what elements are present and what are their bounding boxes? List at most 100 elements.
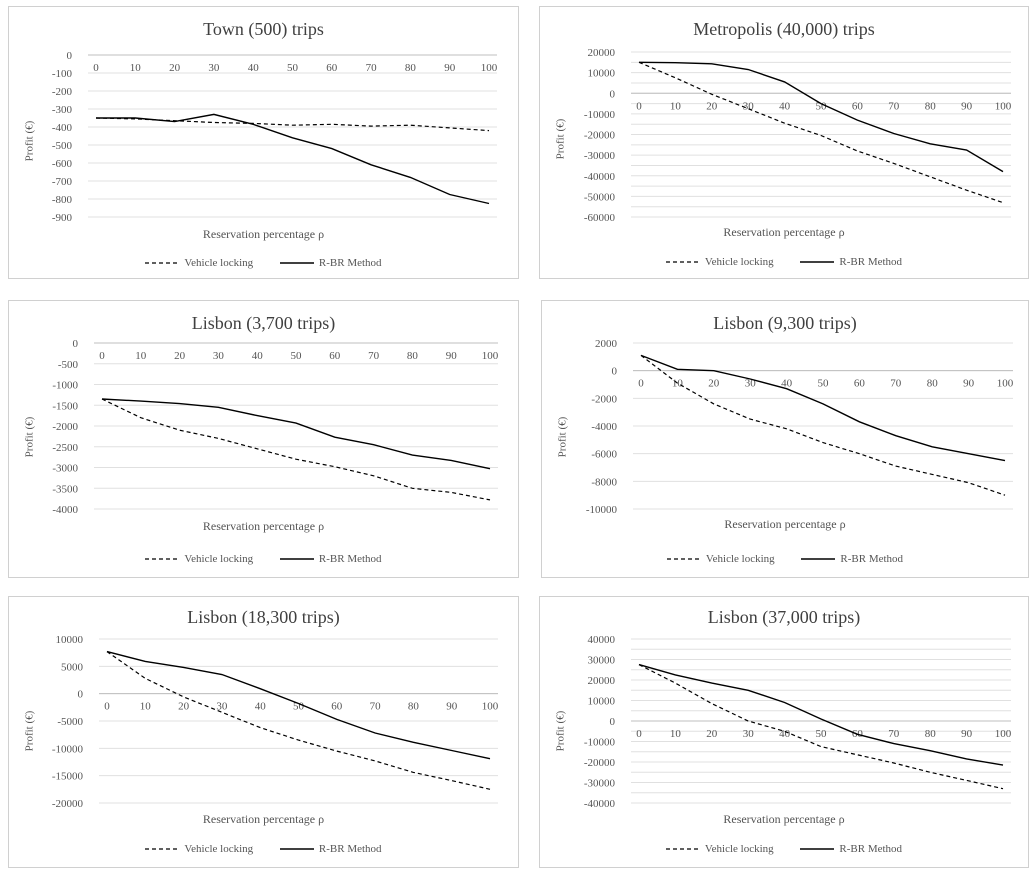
x-tick-label: 10 [672, 378, 684, 390]
legend-item-locking: Vehicle locking [145, 843, 253, 855]
x-tick-label: 70 [888, 728, 900, 740]
x-tick-label: 90 [446, 350, 458, 362]
x-axis-label-text: Reservation percentage ρ [723, 812, 845, 826]
x-tick-label: 50 [818, 378, 830, 390]
legend-item-locking: Vehicle locking [145, 553, 253, 565]
legend-item-rbr: R-BR Method [279, 553, 382, 565]
y-tick-label: 10000 [56, 634, 84, 646]
y-tick-label: -40000 [584, 798, 616, 810]
y-tick-label: -900 [52, 212, 73, 224]
x-tick-label: 20 [178, 701, 190, 713]
y-tick-label: 10000 [588, 696, 616, 708]
y-tick-label: -700 [52, 176, 73, 188]
plot-area: 10000 5000 0 -5000 -10000 -15000 -20000 0 10 20 30… [52, 634, 499, 810]
y-tick-label: -15000 [52, 771, 84, 783]
x-tick-label: 20 [708, 378, 720, 390]
legend-label-rbr: R-BR Method [839, 256, 903, 268]
x-tick-label: 100 [482, 350, 499, 362]
plot-area: 40000 30000 20000 10000 0 -10000 -20000 -30000 -… [584, 634, 1012, 810]
y-tick-label: -60000 [584, 212, 616, 224]
x-tick-label: 50 [816, 728, 828, 740]
legend-label-rbr: R-BR Method [318, 553, 382, 565]
chart-panel-lisbon-9300: Lisbon (9,300 trips) Profit (€) 2000 0 -20… [541, 300, 1029, 578]
legend: Vehicle locking R-BR Method [9, 553, 518, 565]
x-tick-label: 20 [174, 350, 186, 362]
x-tick-label: 30 [213, 350, 225, 362]
chart-title: Metropolis (40,000) trips [693, 19, 875, 39]
y-tick-label: 0 [612, 366, 618, 378]
series-line-rbr-method [96, 113, 490, 205]
x-tick-label: 40 [779, 100, 791, 112]
y-tick-label: -2000 [52, 421, 78, 433]
y-tick-label: 30000 [588, 655, 616, 667]
x-tick-label: 80 [925, 100, 937, 112]
x-tick-label: 80 [407, 350, 419, 362]
legend-label-rbr: R-BR Method [839, 843, 903, 855]
x-tick-label: 70 [368, 350, 380, 362]
x-tick-label: 0 [636, 100, 642, 112]
x-tick-label: 70 [366, 62, 378, 74]
x-tick-label: 80 [405, 62, 417, 74]
y-tick-label: -50000 [584, 191, 616, 203]
legend: Vehicle locking R-BR Method [9, 257, 518, 269]
y-tick-label: -20000 [584, 130, 616, 142]
y-tick-label: 0 [67, 50, 73, 62]
x-tick-label: 60 [854, 378, 866, 390]
x-tick-label: 60 [329, 350, 341, 362]
y-tick-label: -400 [52, 122, 73, 134]
y-tick-label: 20000 [588, 47, 616, 59]
x-tick-label: 50 [293, 701, 305, 713]
chart-title: Lisbon (18,300 trips) [187, 607, 340, 627]
legend-label-locking: Vehicle locking [704, 256, 774, 268]
y-tick-label: -4000 [591, 421, 617, 433]
x-axis-label: Reservation percentage ρ [9, 812, 518, 827]
y-tick-label: -300 [52, 104, 73, 116]
x-tick-label: 100 [997, 378, 1014, 390]
x-tick-label: 0 [636, 728, 642, 740]
y-tick-label: 0 [610, 716, 616, 728]
x-axis-label: Reservation percentage ρ [540, 812, 1028, 827]
y-tick-label: -20000 [52, 798, 84, 810]
y-tick-label: -1500 [52, 400, 78, 412]
x-tick-label: 10 [140, 701, 152, 713]
x-tick-label: 40 [781, 378, 793, 390]
chart-panel-metropolis: Metropolis (40,000) trips Profit (€) 200… [539, 6, 1029, 279]
legend-item-locking: Vehicle locking [665, 256, 774, 268]
x-tick-label: 50 [816, 100, 828, 112]
x-tick-label: 90 [961, 728, 973, 740]
x-axis-label: Reservation percentage ρ [9, 227, 518, 242]
y-tick-label: 40000 [588, 634, 616, 646]
y-tick-label: -10000 [52, 743, 84, 755]
x-tick-label: 50 [287, 62, 299, 74]
plot-area: 20000 10000 0 -10000 -20000 -30000 -40000 -5000… [584, 47, 1012, 224]
y-tick-label: -6000 [591, 449, 617, 461]
x-tick-label: 100 [481, 62, 498, 74]
x-tick-label: 0 [638, 378, 644, 390]
y-tick-label: -10000 [584, 737, 616, 749]
x-tick-label: 10 [670, 100, 682, 112]
x-tick-label: 30 [216, 701, 228, 713]
y-tick-label: -2500 [52, 442, 78, 454]
x-tick-label: 10 [670, 728, 682, 740]
chart-title: Lisbon (9,300 trips) [713, 313, 857, 333]
x-tick-label: 100 [482, 701, 499, 713]
y-tick-label: 5000 [61, 661, 84, 673]
x-tick-label: 90 [446, 701, 458, 713]
x-axis-label-text: Reservation percentage ρ [202, 227, 325, 241]
series-line-vehicle-locking [638, 664, 1004, 790]
x-tick-label: 10 [135, 350, 147, 362]
x-tick-label: 80 [927, 378, 939, 390]
x-tick-label: 90 [963, 378, 975, 390]
chart-panel-lisbon-18300: Lisbon (18,300 trips) Profit (€) 10000 50… [8, 596, 519, 868]
series-line-vehicle-locking [638, 61, 1004, 204]
y-tick-label: -2000 [591, 393, 617, 405]
x-tick-label: 100 [995, 100, 1012, 112]
y-tick-label: -600 [52, 158, 73, 170]
series-line-vehicle-locking [106, 651, 491, 790]
chart-panel-town: Town (500) trips Profit (€) 0 -100 -200 -30… [8, 6, 519, 279]
y-tick-label: -30000 [584, 150, 616, 162]
x-tick-label: 90 [444, 62, 456, 74]
plot-area: 0 -100 -200 -300 -400 -500 -600 -700 -800 -900 0 10… [52, 50, 498, 224]
plot-area: 0 -500 -1000 -1500 -2000 -2500 -3000 -3500 -4000… [52, 338, 499, 516]
x-tick-label: 50 [291, 350, 303, 362]
